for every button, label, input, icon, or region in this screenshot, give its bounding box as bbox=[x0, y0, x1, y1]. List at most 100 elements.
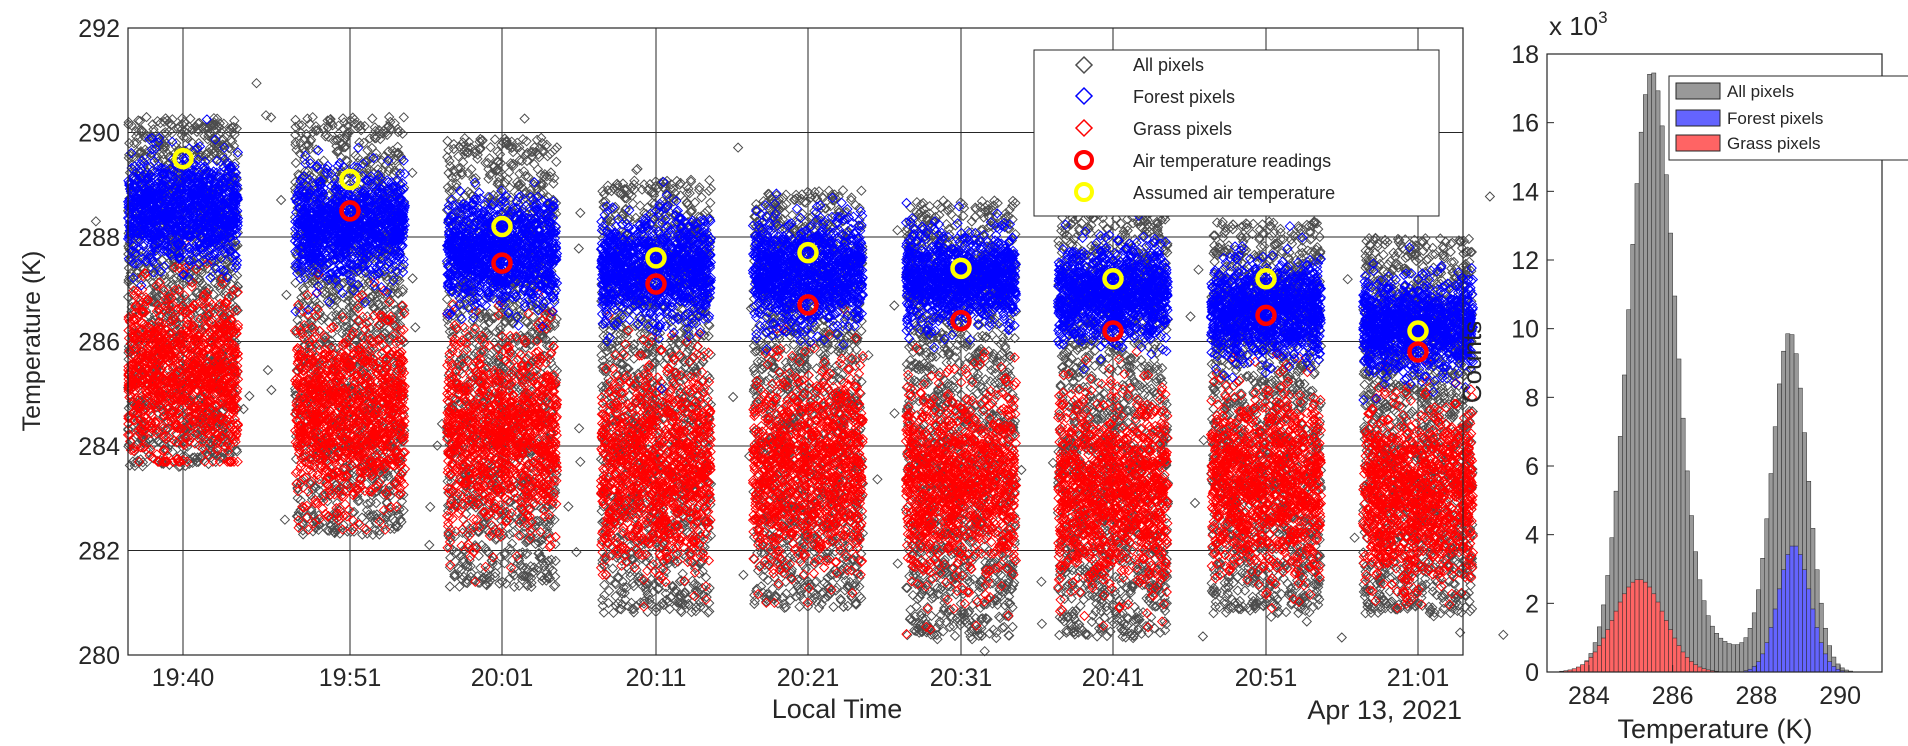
forest-pixels-points bbox=[1205, 220, 1327, 383]
hist-bar bbox=[1689, 661, 1694, 673]
air-temperature-reading-marker bbox=[491, 252, 513, 274]
hist-y-tick-label: 2 bbox=[1525, 590, 1539, 618]
hist-y-tick-label: 18 bbox=[1511, 41, 1539, 69]
hist-bar bbox=[1705, 615, 1711, 673]
hist-bar bbox=[1823, 653, 1828, 673]
hist-bar bbox=[1597, 645, 1602, 673]
hist-bar bbox=[1718, 637, 1724, 673]
hist-bar bbox=[1655, 601, 1661, 673]
legend-air-temperature-readings: Air temperature readings bbox=[1133, 151, 1331, 171]
histogram-y-axis-label: Counts bbox=[1457, 321, 1487, 403]
scatter-x-axis-label: Local Time bbox=[772, 694, 903, 724]
x-tick-label: 20:31 bbox=[930, 664, 993, 692]
scatter-y-axis-label: Temperature (K) bbox=[18, 251, 46, 432]
forest-pixels-points bbox=[289, 142, 411, 317]
hist-x-tick-label: 288 bbox=[1736, 682, 1778, 710]
hist-bar bbox=[1743, 637, 1749, 673]
grass-pixels-points bbox=[747, 279, 869, 609]
hist-bar bbox=[1668, 629, 1673, 673]
hist-bar bbox=[1592, 651, 1598, 673]
assumed-air-temperature-marker bbox=[1255, 268, 1277, 290]
air-temperature-reading-marker bbox=[1407, 341, 1429, 363]
hist-bar bbox=[1693, 551, 1698, 673]
hist-bar bbox=[1697, 579, 1703, 673]
hist-bar bbox=[1772, 608, 1778, 673]
assumed-air-temperature-marker bbox=[950, 257, 972, 280]
grass-pixels-points bbox=[289, 269, 411, 535]
x-tick-label: 20:51 bbox=[1235, 664, 1298, 692]
y-tick-label: 290 bbox=[78, 120, 120, 148]
hist-bar bbox=[1659, 610, 1665, 673]
hist-y-tick-label: 16 bbox=[1511, 110, 1539, 138]
exponent-base: x 10 bbox=[1549, 11, 1598, 41]
hist-bar bbox=[1768, 627, 1774, 673]
hist-bar bbox=[1684, 656, 1690, 673]
hist-bar bbox=[1810, 608, 1816, 673]
hist-bar bbox=[1634, 579, 1640, 673]
hist-bar bbox=[1693, 664, 1698, 673]
histogram-x-tick-labels: 284 286 288 290 bbox=[1568, 665, 1861, 710]
hist-y-tick-label: 6 bbox=[1525, 453, 1539, 481]
air-temperature-reading-marker bbox=[797, 294, 819, 316]
hist-bar bbox=[1622, 593, 1627, 673]
grass-pixels-points bbox=[1357, 355, 1479, 614]
hist-bar bbox=[1684, 470, 1690, 673]
hist-bar bbox=[1789, 545, 1795, 673]
assumed-air-temperature-marker bbox=[1407, 320, 1429, 342]
hist-y-tick-label: 14 bbox=[1511, 178, 1539, 206]
x-tick-label: 20:21 bbox=[777, 664, 840, 692]
hist-legend-grass-swatch bbox=[1675, 134, 1721, 152]
hist-bar bbox=[1735, 644, 1740, 673]
hist-bar bbox=[1613, 610, 1619, 673]
y-tick-label: 284 bbox=[78, 433, 120, 461]
hist-bar bbox=[1739, 642, 1745, 673]
exponent-power: 3 bbox=[1598, 8, 1607, 27]
hist-bar bbox=[1731, 644, 1736, 673]
hist-bar bbox=[1647, 586, 1652, 673]
hist-bar bbox=[1680, 417, 1686, 673]
grass-pixels-points bbox=[595, 310, 717, 612]
air-temperature-reading-marker bbox=[950, 309, 972, 332]
histogram-exponent-label: x 103 bbox=[1549, 8, 1608, 41]
hist-bar bbox=[1747, 628, 1753, 673]
hist-bar bbox=[1710, 625, 1715, 673]
hist-bar bbox=[1676, 645, 1682, 673]
hist-bar bbox=[1584, 661, 1590, 673]
x-tick-label: 19:51 bbox=[319, 664, 382, 692]
hist-y-tick-label: 0 bbox=[1525, 659, 1539, 687]
hist-bar bbox=[1701, 600, 1707, 673]
hist-bar bbox=[1818, 642, 1824, 673]
hist-y-tick-label: 12 bbox=[1511, 247, 1539, 275]
histogram-legend: All pixels Forest pixels Grass pixels bbox=[1668, 75, 1908, 161]
forest-pixels-points bbox=[1357, 242, 1479, 406]
y-tick-label: 292 bbox=[78, 15, 120, 43]
air-temperature-reading-marker bbox=[1255, 304, 1277, 327]
hist-bar bbox=[1659, 125, 1665, 673]
hist-bar bbox=[1798, 554, 1803, 673]
x-tick-label: 20:11 bbox=[626, 664, 687, 692]
hist-legend-grass-pixels: Grass pixels bbox=[1727, 134, 1821, 153]
x-tick-label: 19:40 bbox=[152, 664, 215, 692]
hist-bar bbox=[1751, 666, 1757, 673]
hist-bar bbox=[1651, 72, 1657, 673]
hist-bar bbox=[1672, 637, 1678, 673]
hist-legend-all-swatch bbox=[1675, 82, 1721, 100]
hist-bar bbox=[1580, 664, 1585, 673]
hist-bar bbox=[1626, 586, 1631, 673]
y-tick-label: 280 bbox=[78, 642, 120, 670]
hist-bar bbox=[1617, 601, 1623, 673]
hist-bar bbox=[1760, 653, 1765, 673]
hist-bar bbox=[1655, 90, 1661, 673]
hist-bar bbox=[1777, 588, 1782, 673]
hist-bar bbox=[1609, 620, 1615, 673]
y-tick-label: 282 bbox=[78, 538, 120, 566]
hist-legend-forest-swatch bbox=[1675, 109, 1721, 127]
scatter-legend: All pixels Forest pixels Grass pixels Ai… bbox=[1033, 49, 1440, 217]
grass-pixels-points bbox=[900, 307, 1022, 640]
air-temperature-reading-marker bbox=[339, 200, 361, 222]
y-tick-label: 286 bbox=[78, 329, 120, 357]
hist-bar bbox=[1668, 232, 1673, 673]
legend-all-pixels: All pixels bbox=[1133, 55, 1204, 75]
x-tick-label: 21:01 bbox=[1387, 664, 1450, 692]
hist-bar bbox=[1676, 358, 1682, 673]
